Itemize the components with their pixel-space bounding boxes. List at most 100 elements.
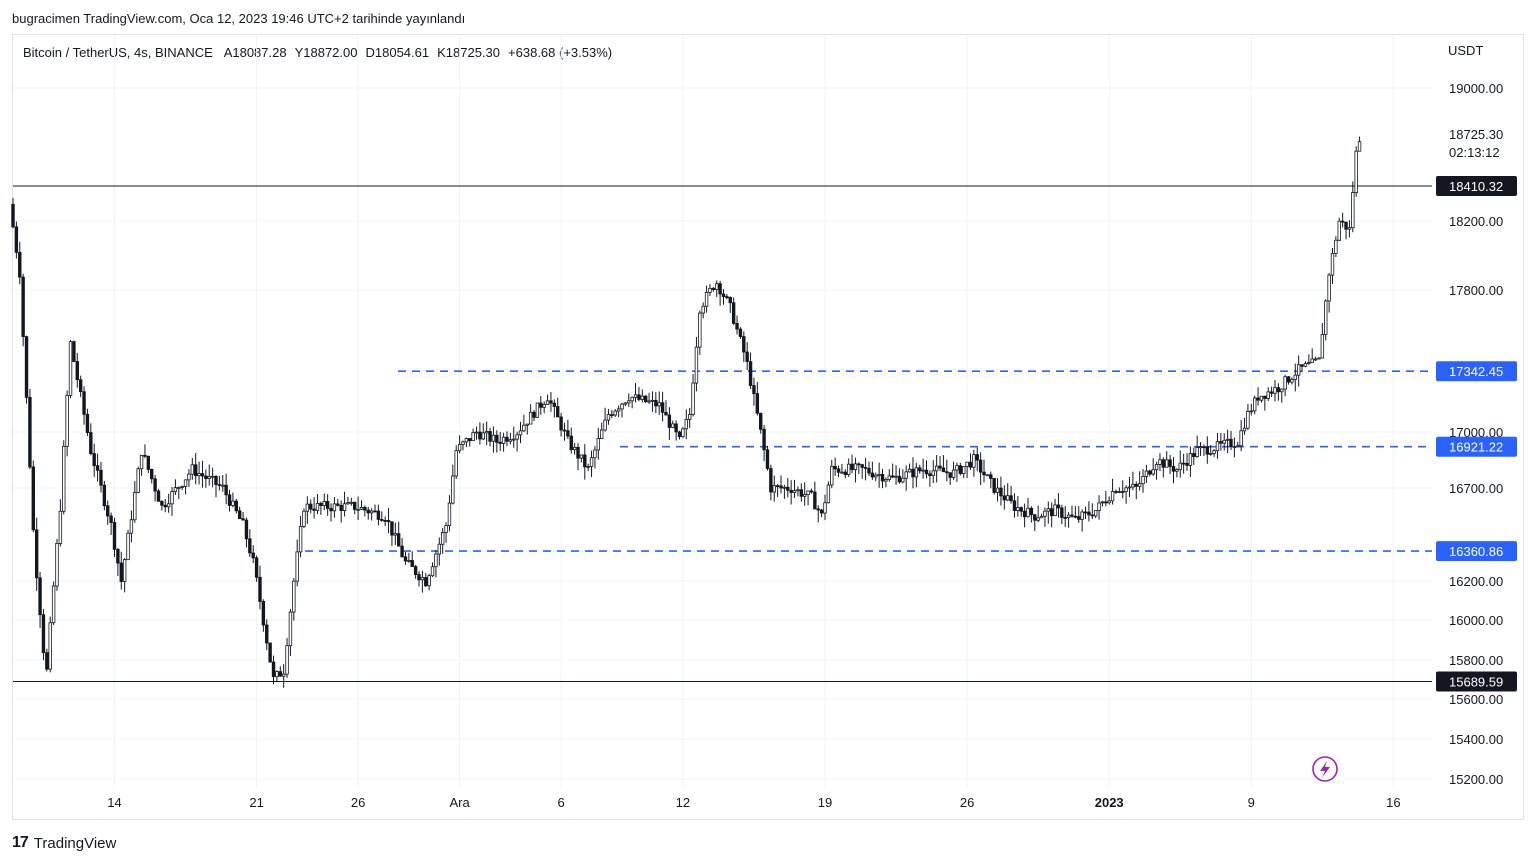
candle-body: [586, 466, 590, 468]
lightning-bolt-shape: [1320, 761, 1330, 778]
candle-body: [413, 566, 418, 575]
candle-body: [687, 414, 692, 420]
x-tick-label: 26: [960, 795, 974, 810]
candle-body: [806, 490, 810, 495]
candle-body: [180, 486, 184, 488]
candle-body: [1036, 517, 1040, 521]
candle-body: [708, 287, 712, 293]
candle-body: [1002, 495, 1007, 501]
candle-body: [403, 556, 408, 562]
publish-info: bugracimen TradingView.com, Oca 12, 2023…: [12, 11, 466, 26]
ohlc-high: Y18872.00: [294, 45, 358, 60]
candle-body: [992, 478, 996, 493]
candle-body: [383, 520, 387, 522]
candle-body: [934, 465, 939, 472]
candle-body: [285, 645, 289, 675]
lightning-icon[interactable]: [1312, 756, 1338, 782]
candle-body: [400, 545, 404, 558]
candle-body: [207, 476, 211, 479]
candle-body: [214, 475, 218, 485]
candle-body: [1340, 220, 1345, 223]
candle-body: [231, 500, 235, 506]
candle-body: [1212, 450, 1216, 454]
candle-body: [454, 450, 458, 477]
y-tick-label: 16200.00: [1449, 574, 1503, 589]
candle-body: [742, 336, 746, 353]
candle-body: [928, 473, 932, 476]
candle-body: [1026, 507, 1030, 518]
candle-body: [312, 508, 316, 511]
candle-body: [163, 504, 167, 508]
candle-body: [552, 402, 557, 407]
candle-body: [302, 510, 306, 527]
candle-body: [1259, 395, 1264, 401]
candle-body: [958, 465, 963, 474]
candle-body: [1354, 150, 1358, 194]
candle-body: [197, 473, 201, 477]
candle-body: [613, 410, 617, 416]
candle-body: [1144, 470, 1149, 477]
candle-body: [1033, 514, 1037, 521]
candle-body: [826, 484, 831, 504]
candle-body: [1158, 459, 1162, 465]
level-tag-label: 18410.32: [1449, 179, 1503, 194]
candle-body: [1334, 239, 1338, 254]
candle-body: [241, 518, 245, 521]
candle-body: [528, 411, 533, 425]
candle-body: [1056, 504, 1061, 509]
candle-body: [1087, 511, 1091, 516]
candle-body: [775, 485, 780, 488]
candle-body: [610, 414, 614, 416]
candle-body: [796, 489, 800, 492]
candle-body: [816, 508, 820, 511]
y-tick-label: 15800.00: [1449, 653, 1503, 668]
candle-body: [221, 484, 225, 487]
candle-body: [559, 416, 563, 431]
candle-body: [951, 469, 956, 478]
candle-body: [1276, 387, 1281, 393]
candle-body: [478, 431, 482, 440]
x-tick-label: 2023: [1095, 795, 1124, 810]
candle-body: [633, 394, 638, 398]
y-tick-label: 15600.00: [1449, 692, 1503, 707]
symbol-name[interactable]: Bitcoin / TetherUS, 4s, BINANCE: [23, 45, 213, 60]
candle-body: [1337, 220, 1341, 241]
candle-body: [738, 328, 743, 337]
candle-body: [1124, 487, 1128, 492]
candle-body: [353, 501, 357, 510]
candle-body: [1252, 397, 1257, 412]
candle-body: [393, 533, 398, 536]
candle-body: [542, 404, 546, 408]
candle-body: [677, 431, 682, 438]
candle-body: [647, 400, 651, 403]
candle-body: [471, 432, 475, 442]
candle-body: [884, 478, 888, 482]
candle-body: [589, 457, 594, 467]
candle-body: [752, 385, 756, 395]
candle-body: [1205, 446, 1210, 455]
candle-body: [78, 379, 83, 393]
candle-body: [410, 560, 414, 567]
candle-body: [31, 466, 35, 531]
candle-body: [204, 475, 208, 479]
candle-body: [664, 411, 668, 416]
candle-body: [1131, 483, 1135, 488]
candle-body: [1296, 364, 1301, 376]
candle-body: [698, 312, 702, 348]
candle-body: [1022, 510, 1027, 518]
candle-body: [579, 454, 584, 459]
candle-body: [539, 402, 543, 408]
candle-body: [464, 438, 469, 443]
candle-body: [146, 455, 151, 470]
level-tag-label: 16921.22: [1449, 440, 1503, 455]
candle-body: [24, 336, 29, 398]
candle-body: [129, 519, 134, 534]
candle-body: [99, 469, 103, 486]
candle-body: [799, 489, 804, 497]
chart-frame: [12, 34, 1524, 820]
candle-body: [363, 506, 367, 511]
candle-body: [62, 445, 66, 512]
candle-body: [982, 471, 986, 476]
candle-body: [55, 543, 59, 587]
